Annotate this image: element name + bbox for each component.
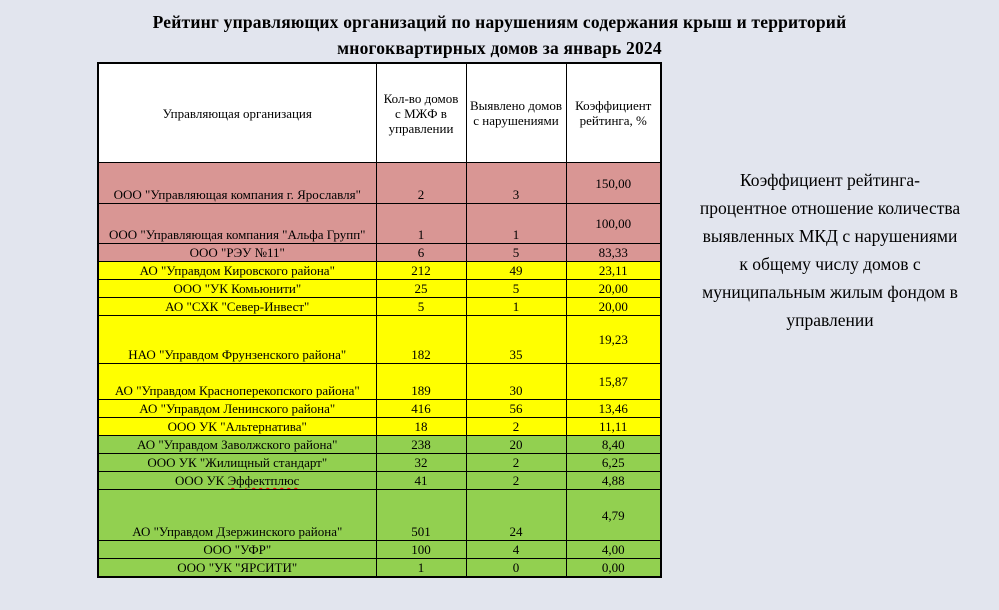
violations-cell: 35 [465, 315, 567, 364]
organization-cell: ООО "УК Комьюнити" [97, 279, 377, 298]
coefficient-cell: 150,00 [565, 162, 662, 204]
coefficient-cell: 23,11 [565, 261, 662, 280]
table-row: ООО УК Эффектплюс 41 2 4,88 [97, 471, 662, 490]
homes-count-cell: 6 [375, 243, 467, 262]
page-title-line-2: многоквартирных домов за январь 2024 [337, 38, 662, 58]
coefficient-cell: 4,79 [565, 489, 662, 541]
violations-cell: 2 [465, 471, 567, 490]
note-line: управлении [786, 310, 874, 330]
column-header-violations: Выявлено домов с нарушениями [465, 62, 567, 163]
coefficient-cell: 20,00 [565, 279, 662, 298]
coefficient-cell: 19,23 [565, 315, 662, 364]
violations-cell: 30 [465, 363, 567, 400]
table-row: ООО УК "Жилищный стандарт" 32 2 6,25 [97, 453, 662, 472]
note-line: к общему числу домов с [739, 254, 921, 274]
organization-cell: НАО "Управдом Фрунзенского района" [97, 315, 377, 364]
organization-cell: АО "Управдом Дзержинского района" [97, 489, 377, 541]
organization-cell: АО "Управдом Кировского района" [97, 261, 377, 280]
violations-cell: 1 [465, 297, 567, 316]
coefficient-cell: 11,11 [565, 417, 662, 436]
table-row: ООО УК "Альтернатива" 18 2 11,11 [97, 417, 662, 436]
coefficient-cell: 83,33 [565, 243, 662, 262]
violations-cell: 56 [465, 399, 567, 418]
homes-count-cell: 41 [375, 471, 467, 490]
organization-cell: АО "СХК "Север-Инвест" [97, 297, 377, 316]
coefficient-cell: 6,25 [565, 453, 662, 472]
organization-cell: ООО "Управляющая компания г. Ярославля" [97, 162, 377, 204]
column-header-homes-count: Кол-во домов с МЖФ в управлении [375, 62, 467, 163]
homes-count-cell: 1 [375, 558, 467, 577]
spellcheck-underlined-word: Эффектплюс [227, 473, 300, 488]
organization-cell: ООО УК Эффектплюс [97, 471, 377, 490]
organization-cell: ООО УК "Жилищный стандарт" [97, 453, 377, 472]
violations-cell: 20 [465, 435, 567, 454]
table-row: ООО "РЭУ №11" 6 5 83,33 [97, 243, 662, 262]
table-header-row: Управляющая организация Кол-во домов с М… [97, 62, 662, 163]
homes-count-cell: 212 [375, 261, 467, 280]
rating-table: Управляющая организация Кол-во домов с М… [97, 62, 662, 578]
homes-count-cell: 182 [375, 315, 467, 364]
table-row: НАО "Управдом Фрунзенского района" 182 35 1… [97, 315, 662, 364]
homes-count-cell: 25 [375, 279, 467, 298]
note-line: муниципальным жилым фондом в [702, 282, 958, 302]
violations-cell: 1 [465, 203, 567, 244]
coefficient-cell: 13,46 [565, 399, 662, 418]
table-row: ООО "Управляющая компания г. Ярославля" 2… [97, 162, 662, 204]
coefficient-cell: 8,40 [565, 435, 662, 454]
homes-count-cell: 238 [375, 435, 467, 454]
table-row: АО "СХК "Север-Инвест" 5 1 20,00 [97, 297, 662, 316]
table-row: ООО "УК "ЯРСИТИ" 1 0 0,00 [97, 558, 662, 577]
column-header-coefficient: Коэффициент рейтинга, % [565, 62, 662, 163]
violations-cell: 5 [465, 279, 567, 298]
homes-count-cell: 189 [375, 363, 467, 400]
coefficient-cell: 15,87 [565, 363, 662, 400]
table-row: АО "Управдом Заволжского района" 238 20 8,4… [97, 435, 662, 454]
organization-cell: ООО УК "Альтернатива" [97, 417, 377, 436]
violations-cell: 2 [465, 417, 567, 436]
homes-count-cell: 5 [375, 297, 467, 316]
coefficient-cell: 4,88 [565, 471, 662, 490]
organization-cell: ООО "УФР" [97, 540, 377, 559]
organization-cell: ООО "Управляющая компания "Альфа Групп" [97, 203, 377, 244]
homes-count-cell: 501 [375, 489, 467, 541]
coefficient-cell: 4,00 [565, 540, 662, 559]
homes-count-cell: 100 [375, 540, 467, 559]
organization-cell: ООО "РЭУ №11" [97, 243, 377, 262]
violations-cell: 2 [465, 453, 567, 472]
violations-cell: 24 [465, 489, 567, 541]
page-title: Рейтинг управляющих организаций по наруш… [0, 9, 999, 61]
organization-cell: АО "Управдом Ленинского района" [97, 399, 377, 418]
note-line: выявленных МКД с нарушениями [702, 226, 958, 246]
table-row: ООО "УФР" 100 4 4,00 [97, 540, 662, 559]
coefficient-explanation-note: Коэффициент рейтинга- процентное отношен… [663, 166, 997, 334]
table-row: ООО "Управляющая компания "Альфа Групп" 1… [97, 203, 662, 244]
table-row: АО "Управдом Красноперекопского района" 1… [97, 363, 662, 400]
violations-cell: 5 [465, 243, 567, 262]
organization-cell: АО "Управдом Заволжского района" [97, 435, 377, 454]
table-row: ООО "УК Комьюнити" 25 5 20,00 [97, 279, 662, 298]
organization-cell: АО "Управдом Красноперекопского района" [97, 363, 377, 400]
violations-cell: 49 [465, 261, 567, 280]
violations-cell: 0 [465, 558, 567, 577]
homes-count-cell: 2 [375, 162, 467, 204]
violations-cell: 3 [465, 162, 567, 204]
page-title-line-1: Рейтинг управляющих организаций по наруш… [152, 12, 847, 32]
coefficient-cell: 100,00 [565, 203, 662, 244]
table-row: АО "Управдом Кировского района" 212 49 23,1… [97, 261, 662, 280]
note-line: Коэффициент рейтинга- [739, 170, 921, 190]
violations-cell: 4 [465, 540, 567, 559]
homes-count-cell: 18 [375, 417, 467, 436]
homes-count-cell: 32 [375, 453, 467, 472]
coefficient-cell: 0,00 [565, 558, 662, 577]
coefficient-cell: 20,00 [565, 297, 662, 316]
homes-count-cell: 416 [375, 399, 467, 418]
column-header-organization: Управляющая организация [97, 62, 377, 163]
table-row: АО "Управдом Дзержинского района" 501 24 4,… [97, 489, 662, 541]
homes-count-cell: 1 [375, 203, 467, 244]
organization-cell: ООО "УК "ЯРСИТИ" [97, 558, 377, 577]
note-line: процентное отношение количества [699, 198, 961, 218]
table-row: АО "Управдом Ленинского района" 416 56 13,4… [97, 399, 662, 418]
